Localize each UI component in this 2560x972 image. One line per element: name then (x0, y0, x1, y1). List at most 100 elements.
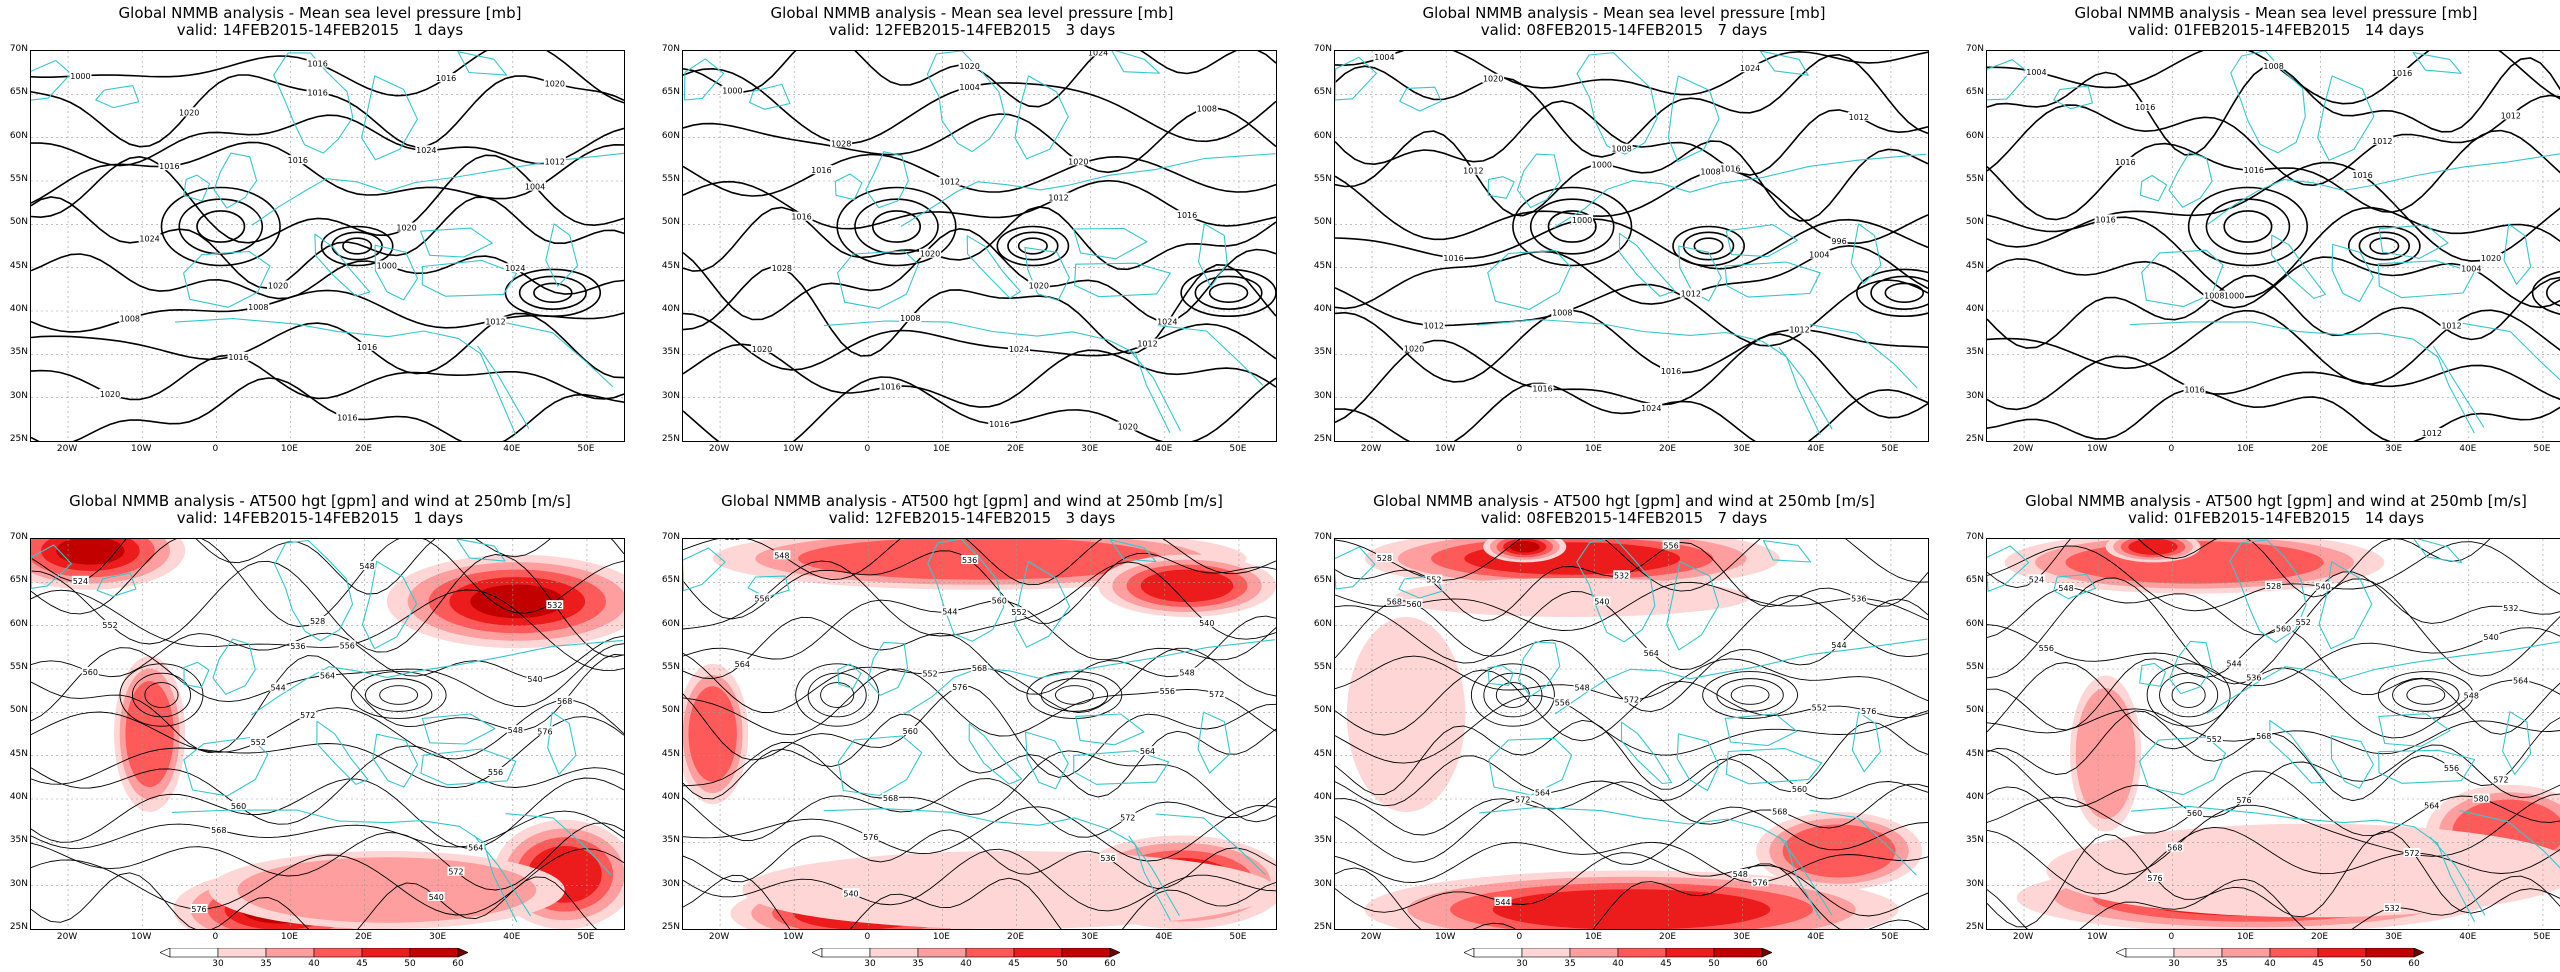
coastline (214, 153, 257, 208)
contour-label: 1016 (337, 414, 357, 423)
contour-label: 1016 (1532, 385, 1552, 394)
contour-label: 1008 (248, 303, 268, 312)
contour-label: 532 (725, 539, 740, 542)
contour-label: 1000 (1592, 161, 1612, 170)
graticule (683, 51, 1276, 441)
contour-label: 1012 (2372, 137, 2392, 146)
colorbar-min-arrow (1464, 948, 1474, 957)
latitude-label: 55N (1306, 662, 1332, 672)
contour-label: 560 (992, 597, 1007, 606)
colorbar-label: 60 (1752, 959, 1772, 969)
colorbar-segment (266, 948, 314, 957)
closed-isoline (1195, 276, 1261, 309)
colorbar-label: 35 (256, 959, 276, 969)
contour-label: 528 (310, 617, 325, 626)
longitude-label: 10W (2082, 932, 2112, 942)
panel-title: Global NMMB analysis - AT500 hgt [gpm] a… (652, 494, 1292, 509)
longitude-label: 0 (1504, 444, 1534, 454)
longitude-label: 30E (1727, 444, 1757, 454)
contour-label: 1016 (791, 213, 811, 222)
closed-isoline (2407, 686, 2445, 705)
coastline (2170, 641, 2213, 693)
closed-isoline (1731, 686, 1769, 705)
contour-label: 532 (547, 601, 562, 610)
colorbar-segment (1474, 948, 1522, 957)
latitude-label: 60N (1958, 619, 1984, 629)
contour-label: 556 (1160, 687, 1175, 696)
longitude-label: 20W (2008, 444, 2038, 454)
longitude-label: 40E (497, 932, 527, 942)
contour-label: 564 (1140, 747, 1155, 756)
panel-title: Global NMMB analysis - AT500 hgt [gpm] a… (0, 494, 640, 509)
latitude-label: 35N (2, 835, 28, 845)
colorbar-max-arrow (458, 948, 468, 957)
coastline (2130, 322, 2475, 433)
contour-label: 1024 (139, 234, 159, 243)
contour-label: 1012 (1789, 326, 1809, 335)
contour-label: 564 (1535, 788, 1550, 797)
contour-label: 564 (468, 844, 483, 853)
contour-label: 1012 (485, 317, 505, 326)
isoline (1987, 276, 2560, 349)
coastline (1025, 248, 1070, 301)
coastline (1128, 349, 1180, 431)
contour-label: 536 (962, 556, 977, 565)
longitude-label: 30E (1727, 932, 1757, 942)
contour-label: 560 (1792, 785, 1807, 794)
longitude-label: 10E (1578, 932, 1608, 942)
closed-isoline (1717, 679, 1783, 712)
closed-isoline (1041, 679, 1107, 712)
contour-label: 1028 (772, 264, 792, 273)
longitude-label: 10W (1430, 444, 1460, 454)
contour-label: 1016 (2352, 171, 2372, 180)
isoline (31, 75, 624, 147)
contour-label: 568 (1387, 597, 1402, 606)
longitude-label: 0 (2156, 444, 2186, 454)
isoline (683, 377, 1276, 441)
contour-label: 576 (537, 727, 552, 736)
latitude-label: 55N (2, 174, 28, 184)
coastline (1074, 228, 1147, 258)
contour-label: 1008 (1611, 145, 1631, 154)
colorbar-segment (1618, 948, 1666, 957)
coastline (1488, 251, 1571, 310)
contour-label: 1016 (307, 88, 327, 97)
contour-label: 1016 (436, 74, 456, 83)
latitude-label: 65N (1958, 575, 1984, 585)
contour-label: 1012 (1681, 290, 1701, 299)
panel-valid-period: valid: 01FEB2015-14FEB2015 14 days (1956, 511, 2560, 526)
latitude-label: 25N (1958, 922, 1984, 932)
coastline (506, 323, 613, 387)
contour-label: 568 (883, 794, 898, 803)
contour-label: 1004 (2461, 264, 2481, 273)
contour-label: 576 (2147, 874, 2162, 883)
panel-title: Global NMMB analysis - Mean sea level pr… (1956, 6, 2560, 21)
contour-label: 1016 (288, 156, 308, 165)
latitude-label: 35N (1958, 347, 1984, 357)
longitude-label: 50E (1223, 444, 1253, 454)
latitude-label: 65N (1306, 87, 1332, 97)
contour-label: 1020 (1068, 157, 1088, 166)
contour-label: 1016 (880, 383, 900, 392)
contour-label: 1016 (2184, 385, 2204, 394)
colorbar-segment (2126, 948, 2174, 957)
contour-label: 552 (1426, 576, 1441, 585)
contour-label: 1016 (989, 420, 1009, 429)
contour-label: 1016 (2135, 103, 2155, 112)
panel-valid-period: valid: 12FEB2015-14FEB2015 3 days (652, 511, 1292, 526)
latitude-label: 30N (2, 879, 28, 889)
latitude-label: 45N (2, 749, 28, 759)
coastline (1111, 51, 1159, 73)
wind-speed-area (2046, 824, 2560, 918)
longitude-label: 20E (349, 444, 379, 454)
wind-speed-area (1347, 617, 1466, 812)
contour-label: 1024 (1157, 318, 1177, 327)
contour-label: 552 (922, 670, 937, 679)
colorbar-label: 35 (1560, 959, 1580, 969)
contour-label: 1016 (228, 353, 248, 362)
longitude-label: 40E (2453, 932, 2483, 942)
longitude-label: 10E (274, 932, 304, 942)
longitude-label: 50E (1875, 932, 1905, 942)
